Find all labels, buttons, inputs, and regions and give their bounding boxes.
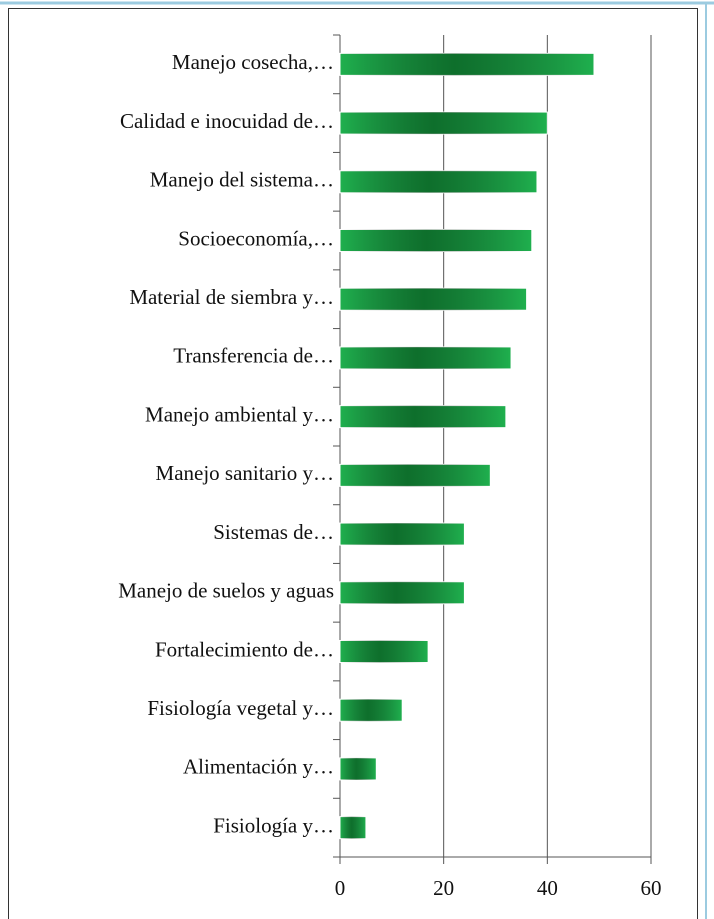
y-tick-label: Fortalecimiento de…	[155, 637, 334, 661]
y-tick-label: Fisiología y…	[213, 813, 334, 837]
y-tick-label: Sistemas de…	[213, 520, 334, 544]
bar-shade	[340, 757, 377, 780]
y-tick-label: Manejo ambiental y…	[145, 402, 334, 426]
bar-shade	[340, 170, 537, 193]
bar-shade	[340, 346, 512, 369]
bar-shade	[340, 405, 506, 428]
bar-shade	[340, 523, 465, 546]
bar-shade	[340, 640, 429, 663]
bar-shade	[340, 816, 366, 839]
y-tick-label: Transferencia de…	[173, 344, 334, 368]
bar-shade	[340, 464, 491, 487]
y-tick-label: Manejo de suelos y aguas	[118, 579, 334, 603]
bar-shade	[340, 53, 594, 76]
y-tick-label: Fisiología vegetal y…	[147, 696, 334, 720]
bar-shade	[340, 288, 527, 311]
x-tick-label: 40	[537, 876, 558, 900]
bar-shade	[340, 112, 548, 135]
y-tick-label: Manejo sanitario y…	[156, 461, 334, 485]
y-tick-label: Manejo cosecha,…	[172, 50, 334, 74]
x-tick-label: 0	[335, 876, 346, 900]
bar-shade	[340, 699, 403, 722]
y-tick-label: Material de siembra y…	[129, 285, 334, 309]
y-tick-label: Manejo del sistema…	[150, 168, 334, 192]
y-tick-label: Calidad e inocuidad de…	[120, 109, 334, 133]
bar-shade	[340, 229, 532, 252]
x-tick-label: 20	[433, 876, 454, 900]
chart-frame	[8, 8, 698, 919]
x-tick-label: 60	[641, 876, 662, 900]
y-tick-label: Alimentación y…	[183, 755, 334, 779]
y-tick-label: Socioeconomía,…	[178, 226, 334, 250]
bar-shade	[340, 581, 465, 604]
